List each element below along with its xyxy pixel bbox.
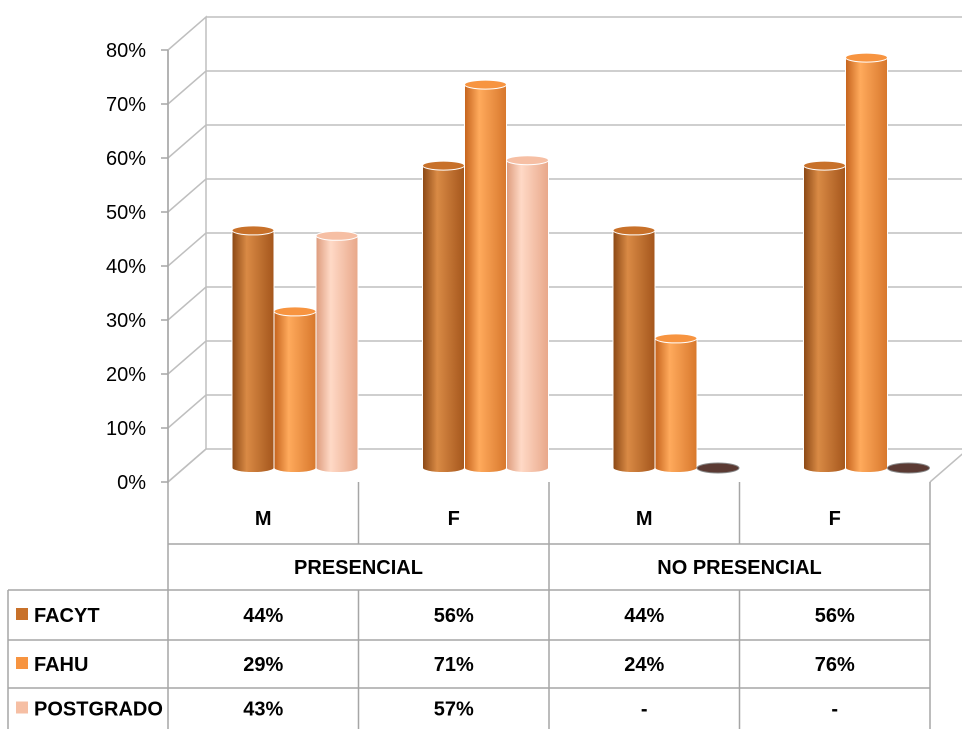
bar bbox=[506, 159, 549, 473]
table-cell: 24% bbox=[624, 654, 664, 676]
bar bbox=[803, 165, 846, 473]
category-label: M bbox=[636, 508, 653, 530]
bar-top bbox=[231, 225, 275, 236]
gridline bbox=[167, 394, 962, 429]
table-cell: 56% bbox=[434, 605, 474, 627]
y-tick-label: 50% bbox=[106, 202, 146, 224]
table-cell: 44% bbox=[243, 605, 283, 627]
gridline bbox=[167, 70, 962, 105]
y-axis: 0% 10% 20% 30% 40% 50% 60% 70% 80% bbox=[106, 40, 169, 494]
bar-top bbox=[845, 52, 888, 63]
bar bbox=[315, 235, 359, 473]
bar-empty bbox=[887, 462, 930, 474]
bar-top bbox=[612, 225, 656, 236]
bar-empty bbox=[696, 462, 740, 474]
bar-top bbox=[315, 230, 359, 241]
group-label: PRESENCIAL bbox=[294, 557, 423, 579]
table-cell: 43% bbox=[243, 699, 283, 721]
gridline bbox=[167, 178, 962, 213]
table-cell: - bbox=[641, 699, 648, 721]
bar bbox=[654, 337, 698, 473]
y-tick-label: 10% bbox=[106, 418, 146, 440]
legend-label: FACYT bbox=[34, 605, 100, 627]
table-cell: 29% bbox=[243, 654, 283, 676]
legend-label: POSTGRADO bbox=[34, 699, 163, 721]
bar bbox=[273, 310, 317, 473]
gridlines bbox=[167, 15, 962, 484]
bar bbox=[231, 229, 275, 473]
bar bbox=[612, 229, 656, 473]
bar bbox=[464, 84, 507, 473]
data-table: M F M F PRESENCIAL NO PRESENCIAL FACYT 44% 56% 44… bbox=[7, 482, 931, 729]
category-label: F bbox=[448, 508, 460, 530]
legend-swatch bbox=[16, 701, 28, 714]
bar-top bbox=[803, 160, 846, 171]
gridline bbox=[167, 232, 962, 267]
bar-top bbox=[506, 155, 549, 166]
y-tick-label: 20% bbox=[106, 364, 146, 386]
bar bbox=[422, 165, 465, 473]
table-cell: 57% bbox=[434, 699, 474, 721]
y-tick-label: 70% bbox=[106, 94, 146, 116]
table-cell: 56% bbox=[815, 605, 855, 627]
table-cell: 44% bbox=[624, 605, 664, 627]
table-cell: - bbox=[831, 699, 838, 721]
gridline bbox=[167, 124, 962, 159]
y-tick-label: 30% bbox=[106, 310, 146, 332]
gridline bbox=[167, 286, 962, 321]
bar-top bbox=[273, 306, 317, 317]
bar-top bbox=[422, 160, 465, 171]
y-tick-label: 80% bbox=[106, 40, 146, 62]
bar-top bbox=[464, 79, 507, 90]
group-label: NO PRESENCIAL bbox=[657, 557, 821, 579]
bar bbox=[845, 57, 888, 473]
y-tick-label: 60% bbox=[106, 148, 146, 170]
y-tick-label: 40% bbox=[106, 256, 146, 278]
category-label: M bbox=[255, 508, 272, 530]
legend-swatch bbox=[16, 608, 28, 620]
table-cell: 76% bbox=[815, 654, 855, 676]
floor bbox=[167, 448, 962, 483]
bars bbox=[231, 52, 930, 474]
gridline bbox=[167, 340, 962, 375]
legend-swatch bbox=[16, 657, 28, 669]
bar-top bbox=[654, 333, 698, 344]
y-tick-label: 0% bbox=[117, 472, 146, 494]
legend-label: FAHU bbox=[34, 654, 88, 676]
table-cell: 71% bbox=[434, 654, 474, 676]
category-label: F bbox=[829, 508, 841, 530]
